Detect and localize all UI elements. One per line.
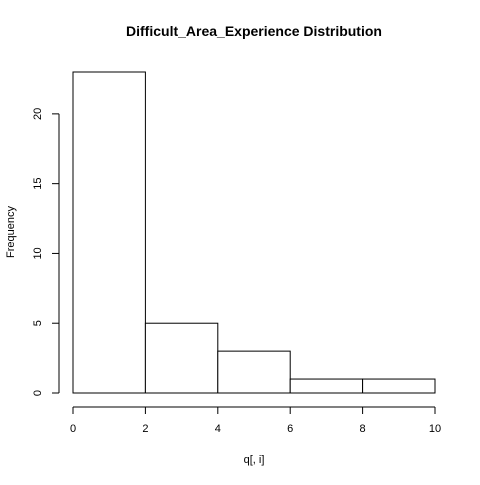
- histogram-bar-3: [289, 378, 364, 394]
- y-tick-label-10: 10: [32, 247, 44, 259]
- histogram-bar-1: [144, 322, 219, 394]
- x-axis-label: q[, i]: [244, 454, 265, 466]
- y-tick-label-20: 20: [32, 108, 44, 120]
- y-tick-label-0: 0: [32, 390, 44, 396]
- x-tick-label-10: 10: [429, 423, 441, 435]
- y-axis: 0 5 10 15 20: [32, 108, 60, 396]
- y-tick-label-5: 5: [32, 320, 44, 326]
- y-tick-label-15: 15: [32, 178, 44, 190]
- bars-group: [72, 71, 436, 394]
- chart-title: Difficult_Area_Experience Distribution: [126, 23, 382, 39]
- x-tick-label-0: 0: [70, 423, 76, 435]
- histogram-bar-2: [217, 350, 291, 394]
- histogram-bar-4: [362, 378, 436, 394]
- x-tick-label-4: 4: [215, 423, 221, 435]
- x-tick-label-8: 8: [360, 423, 366, 435]
- x-tick-label-2: 2: [142, 423, 148, 435]
- x-tick-label-6: 6: [287, 423, 293, 435]
- x-axis: 0 2 4 6 8 10: [70, 406, 441, 435]
- y-axis-label: Frequency: [5, 206, 17, 258]
- histogram-bar-0: [72, 71, 146, 394]
